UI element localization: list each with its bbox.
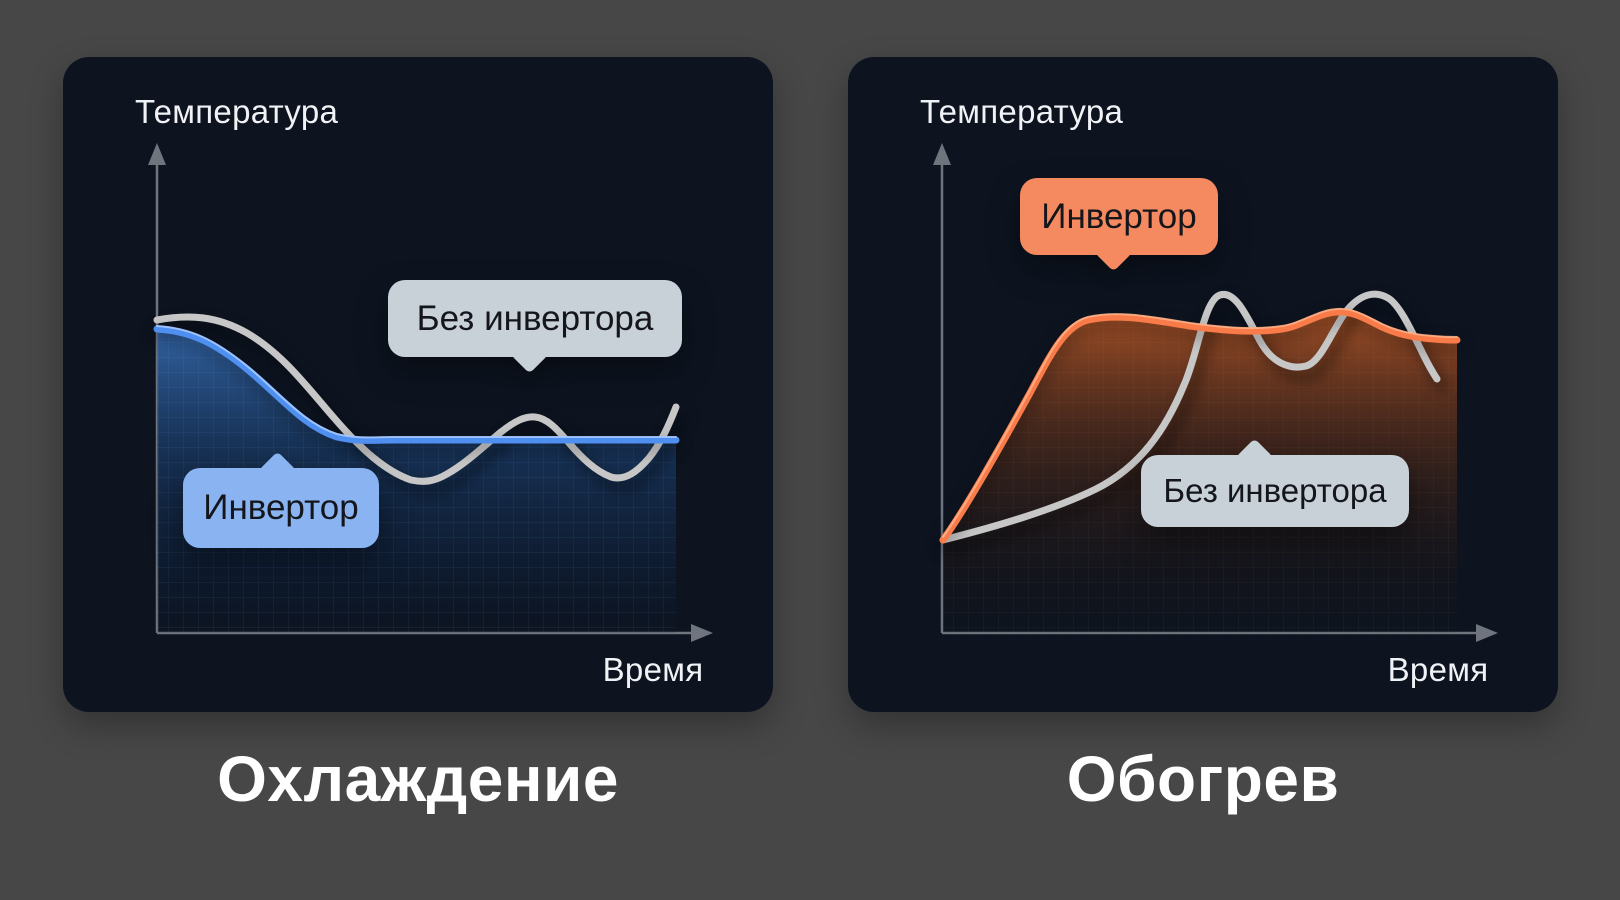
no-inverter-callout-label: Без инвертора — [1163, 472, 1387, 509]
heating-chart — [933, 143, 1498, 642]
section-title-heating: Обогрев — [1066, 743, 1340, 815]
inverter-callout-label: Инвертор — [1041, 196, 1197, 236]
x-axis-arrow-icon — [691, 624, 713, 642]
x-axis-label: Время — [1387, 651, 1489, 688]
no-inverter-callout: Без инвертора — [388, 280, 682, 374]
y-axis-arrow-icon — [933, 143, 951, 165]
y-axis-arrow-icon — [148, 143, 166, 165]
inverter-curve — [153, 325, 680, 444]
inverter-curve — [939, 308, 1461, 544]
no-inverter-callout: Без инвертора — [1141, 438, 1409, 527]
inverter-callout: Инвертор — [1020, 178, 1218, 272]
no-inverter-curve — [939, 290, 1441, 544]
cooling-chart — [148, 143, 713, 642]
heating-panel: Температура Инвертор — [848, 57, 1558, 712]
y-axis-label: Температура — [920, 93, 1124, 130]
inverter-curve-highlight — [156, 325, 677, 439]
inverter-curve-highlight — [942, 307, 1458, 538]
x-axis-arrow-icon — [1476, 624, 1498, 642]
no-inverter-curve — [153, 313, 680, 485]
y-axis-label: Температура — [135, 93, 339, 130]
x-axis-label: Время — [602, 651, 704, 688]
cooling-panel: Температура Без инвертора — [63, 57, 773, 712]
inverter-callout-label: Инвертор — [203, 488, 359, 527]
no-inverter-callout-label: Без инвертора — [416, 298, 654, 338]
section-title-cooling: Охлаждение — [217, 743, 619, 815]
inverter-callout: Инвертор — [183, 451, 379, 548]
